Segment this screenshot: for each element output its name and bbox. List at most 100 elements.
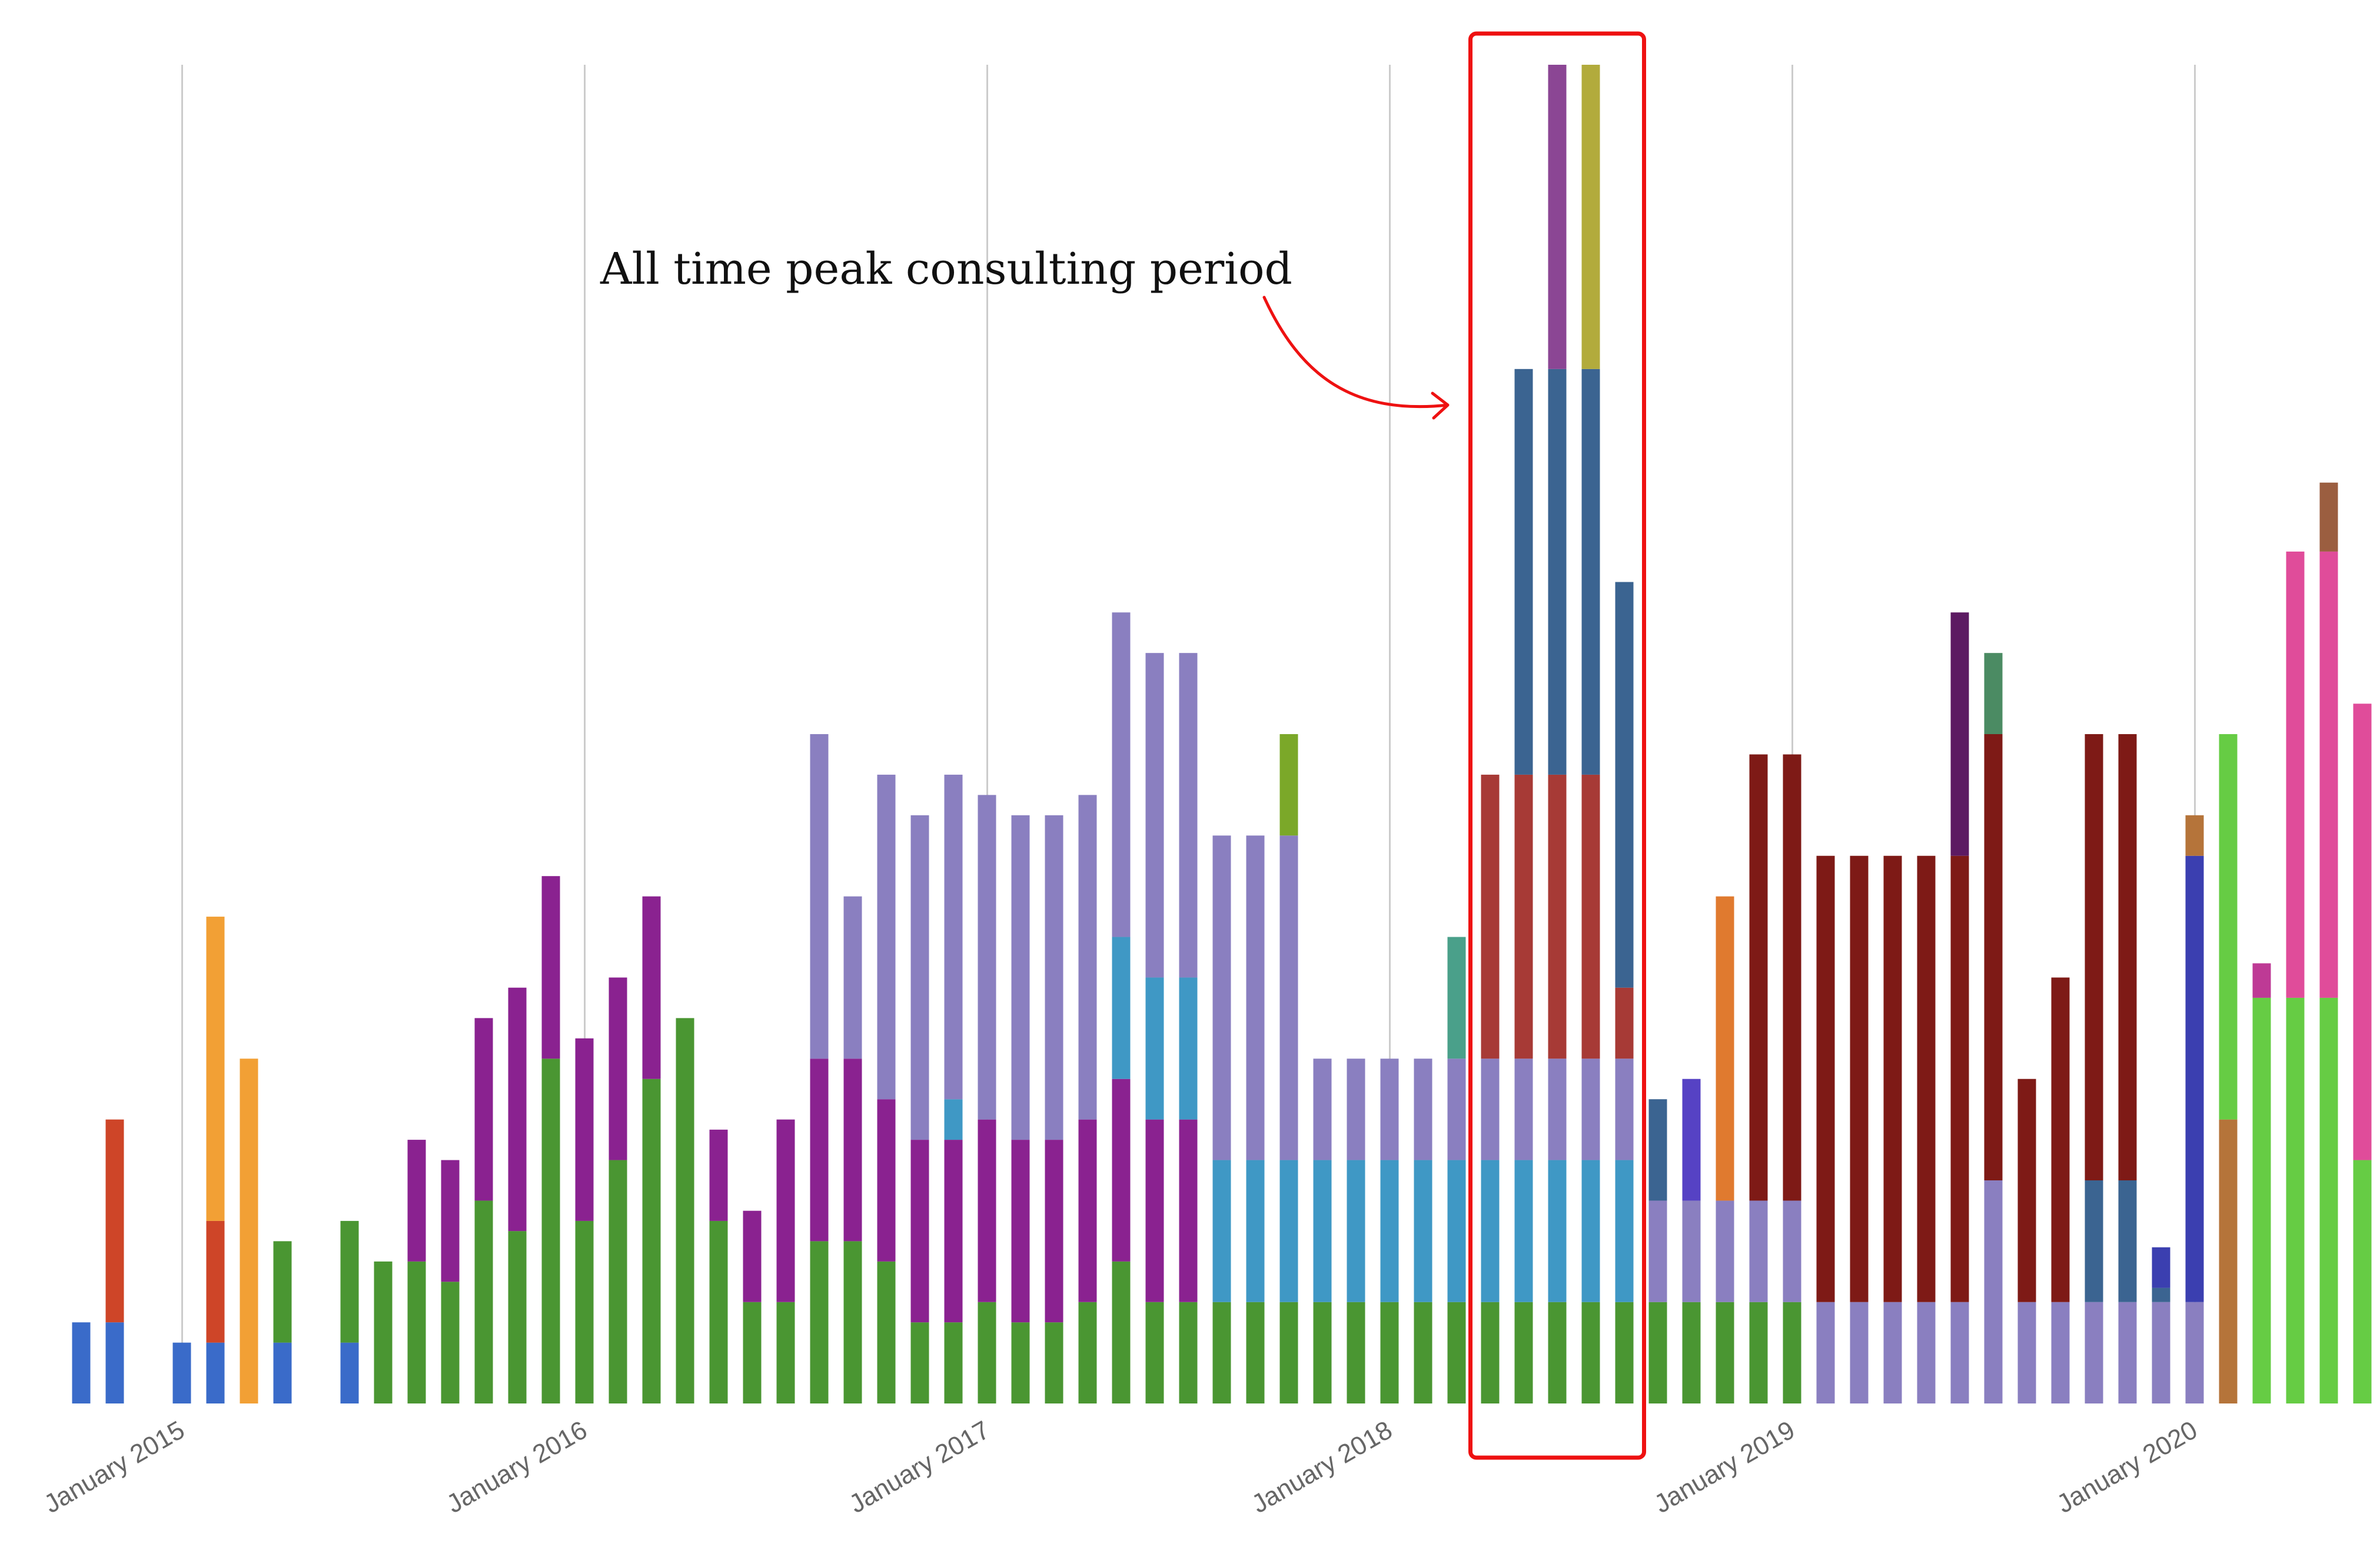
bar-segment-blue	[206, 1342, 225, 1403]
bar-segment-lavender	[1481, 1058, 1500, 1160]
bar-segment-indigo	[1682, 1079, 1701, 1201]
bar-segment-maroon	[1816, 855, 1835, 1302]
bar-segment-lavender	[1648, 1200, 1667, 1302]
bar-segment-purple	[910, 1140, 929, 1323]
bar-month-29	[1045, 815, 1063, 1403]
bar-segment-purple	[541, 876, 560, 1059]
bar-segment-lavender	[1380, 1058, 1399, 1160]
bar-month-55	[1917, 855, 1936, 1403]
bar-segment-brick	[1481, 774, 1500, 1059]
x-tick-label: January 2015	[39, 1415, 190, 1519]
bar-segment-lavender	[1883, 1302, 1902, 1403]
bar-month-17	[642, 896, 661, 1403]
bar-segment-green	[877, 1261, 896, 1403]
bar-segment-green	[1112, 1261, 1131, 1403]
bar-segment-lavender	[1917, 1302, 1936, 1403]
bar-segment-teal	[1615, 1160, 1634, 1302]
bar-month-53	[1850, 855, 1869, 1403]
bar-month-65	[2252, 963, 2271, 1403]
bar-segment-maroon	[1950, 855, 1969, 1302]
bar-segment-purple	[441, 1160, 460, 1282]
bar-segment-lavender	[2185, 1302, 2204, 1403]
bar-month-56	[1950, 612, 1969, 1403]
bar-segment-green	[1514, 1302, 1533, 1403]
bar-month-23	[843, 896, 862, 1403]
bar-segment-slate	[1648, 1099, 1667, 1201]
bar-segment-red	[105, 1119, 124, 1323]
bar-month-51	[1783, 754, 1801, 1403]
bar-segment-green	[910, 1322, 929, 1403]
bar-month-38	[1347, 1058, 1365, 1403]
bar-segment-magenta	[2286, 551, 2305, 998]
bar-segment-teal	[1548, 1160, 1567, 1302]
bar-segment-green	[1749, 1302, 1768, 1403]
bar-segment-slate	[1581, 369, 1600, 775]
bar-month-58	[2017, 1079, 2036, 1403]
bar-month-30	[1078, 795, 1097, 1403]
bar-segment-purple	[508, 987, 527, 1232]
bar-month-48	[1682, 1079, 1701, 1403]
bar-month-62	[2152, 1247, 2170, 1403]
bar-segment-purple	[609, 977, 627, 1160]
bar-month-16	[609, 977, 627, 1403]
bar-segment-forest	[1984, 653, 2003, 734]
bar-segment-green	[340, 1220, 359, 1343]
bar-segment-green	[407, 1261, 426, 1403]
bar-segment-green	[1581, 1302, 1600, 1403]
bar-month-25	[910, 815, 929, 1403]
bar-month-59	[2051, 977, 2070, 1403]
bar-segment-purple	[877, 1099, 896, 1262]
bar-segment-lavender	[1313, 1058, 1332, 1160]
bar-month-31	[1112, 612, 1131, 1403]
bar-segment-maroon	[2017, 1079, 2036, 1302]
bar-month-34	[1212, 835, 1231, 1403]
bar-segment-green	[441, 1282, 460, 1403]
bar-segment-lavender	[1179, 653, 1198, 978]
bar-month-37	[1313, 1058, 1332, 1403]
bar-segment-bronze	[2219, 1119, 2238, 1403]
bar-segment-navy	[2185, 855, 2204, 1302]
bar-segment-brightgreen	[2353, 1160, 2372, 1403]
bars-layer	[72, 65, 2372, 1403]
bar-month-33	[1179, 653, 1198, 1403]
bar-segment-lavender	[944, 774, 963, 1100]
bar-segment-green	[374, 1261, 393, 1403]
bar-month-35	[1246, 835, 1265, 1403]
bar-segment-purple	[709, 1129, 728, 1221]
bar-month-19	[709, 1129, 728, 1403]
bar-segment-green	[1045, 1322, 1063, 1403]
bar-segment-plum	[1950, 612, 1969, 856]
bar-segment-blue	[105, 1322, 124, 1403]
bar-segment-green	[1347, 1302, 1365, 1403]
bar-segment-lavender	[810, 734, 829, 1059]
bar-month-28	[1011, 815, 1030, 1403]
bar-month-26	[944, 774, 963, 1403]
bar-segment-slate	[2152, 1288, 2170, 1302]
bar-segment-teal	[1112, 937, 1131, 1079]
bar-month-13	[508, 987, 527, 1403]
bar-segment-blue	[172, 1342, 191, 1403]
bar-segment-lavender	[1011, 815, 1030, 1140]
bar-segment-teal	[1380, 1160, 1399, 1302]
bar-month-46	[1615, 582, 1634, 1403]
bar-segment-orange	[206, 917, 225, 1221]
x-tick-label: January 2018	[1247, 1415, 1397, 1519]
bar-month-15	[575, 1038, 594, 1403]
bar-segment-lavender	[1682, 1200, 1701, 1302]
bar-segment-green	[776, 1302, 795, 1403]
bar-segment-red	[206, 1220, 225, 1343]
bar-segment-green	[978, 1302, 996, 1403]
bar-segment-lavender	[2118, 1302, 2137, 1403]
bar-segment-maroon	[1749, 754, 1768, 1201]
bar-month-32	[1145, 653, 1164, 1403]
bar-segment-green	[1145, 1302, 1164, 1403]
bar-segment-lavender	[2051, 1302, 2070, 1403]
bar-month-66	[2286, 551, 2305, 1403]
bar-segment-green	[1447, 1302, 1466, 1403]
bar-segment-purple	[474, 1018, 493, 1201]
bar-month-20	[743, 1210, 762, 1403]
bar-segment-green	[1716, 1302, 1734, 1403]
bar-segment-lavender	[1984, 1180, 2003, 1403]
bar-segment-green	[541, 1058, 560, 1403]
